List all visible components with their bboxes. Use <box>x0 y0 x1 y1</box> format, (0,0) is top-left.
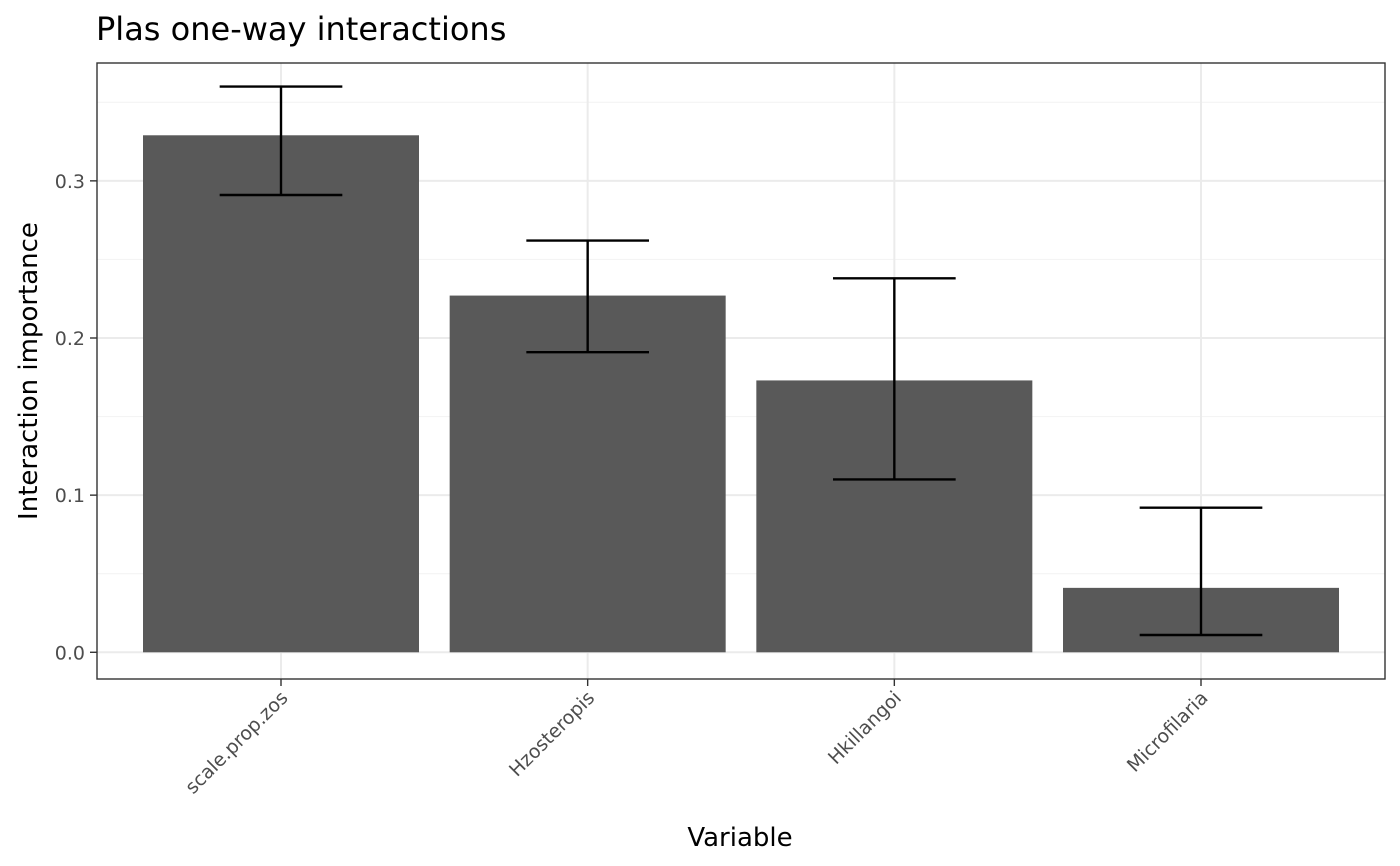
error-bar <box>833 277 956 481</box>
y-axis-title: Interaction importance <box>14 222 44 520</box>
panel-border <box>96 62 1386 680</box>
x-tick-label: Hkillangoi <box>824 687 906 769</box>
x-tick-label: scale.prop.zos <box>181 687 292 798</box>
y-tick-label: 0.2 <box>55 328 85 350</box>
y-tick-label: 0.1 <box>55 485 85 507</box>
x-axis: scale.prop.zos Hzosteropis Hkillangoi Micro… <box>181 679 1213 798</box>
bar <box>449 295 726 653</box>
error-bar <box>219 85 343 197</box>
y-tick-label: 0.3 <box>55 171 85 193</box>
x-tick-label: Hzosteropis <box>505 687 599 781</box>
error-bar <box>1139 506 1263 637</box>
y-tick-label: 0.0 <box>55 642 85 664</box>
bars <box>143 135 1339 653</box>
error-bar <box>526 239 649 354</box>
chart-title: Plas one-way interactions <box>96 10 506 48</box>
error-bars <box>219 85 1263 637</box>
x-axis-title: Variable <box>687 823 792 853</box>
bar <box>143 135 419 653</box>
y-axis: 0.0 0.1 0.2 0.3 <box>55 171 97 664</box>
x-tick-label: Microfilaria <box>1123 687 1213 777</box>
